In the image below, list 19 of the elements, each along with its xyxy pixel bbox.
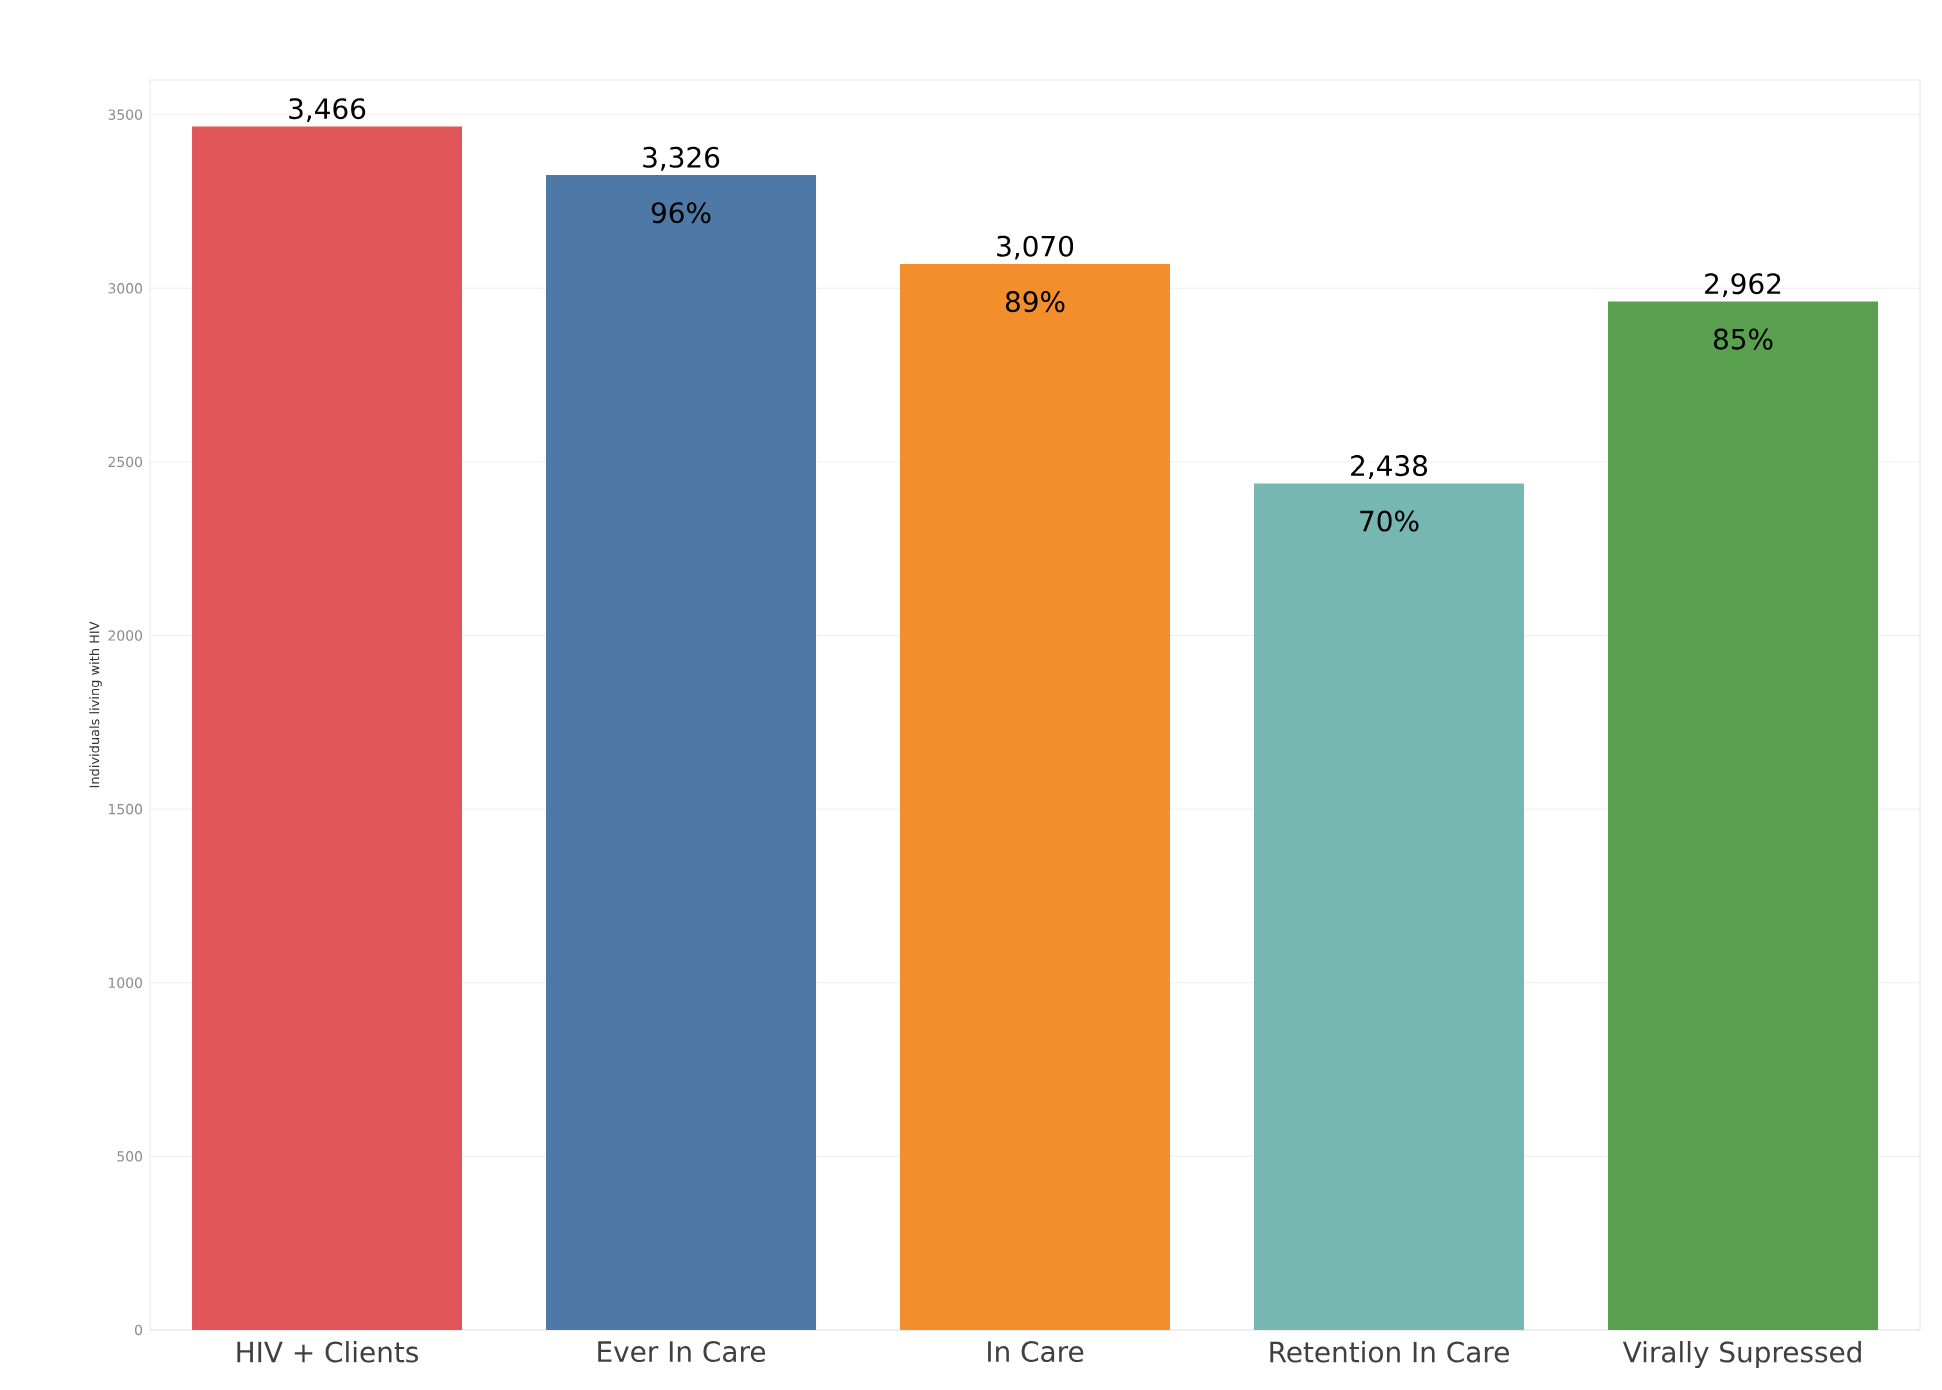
annotation: 96% xyxy=(651,202,711,224)
bar xyxy=(900,264,1171,1330)
bar xyxy=(546,175,817,1330)
annotation: 70% xyxy=(1360,510,1419,532)
x-tick-label: Retention In Care xyxy=(1270,1341,1509,1363)
data-label: 2,438 xyxy=(1351,455,1428,480)
x-tick-label: Virally Supressed xyxy=(1622,1341,1861,1369)
annotation: 85% xyxy=(1713,328,1773,350)
x-tick-label: HIV + Clients xyxy=(237,1341,418,1363)
bar xyxy=(1608,301,1879,1330)
bar xyxy=(192,126,463,1330)
bar xyxy=(1254,483,1525,1330)
data-label: 2,962 xyxy=(1705,273,1781,298)
data-label: 3,326 xyxy=(643,146,720,171)
data-label: 3,466 xyxy=(289,98,366,123)
x-tick-label: Ever In Care xyxy=(598,1340,766,1363)
x-tick-label: In Care xyxy=(988,1340,1084,1363)
annotation: 89% xyxy=(1005,291,1065,313)
data-label: 3,070 xyxy=(997,235,1074,260)
